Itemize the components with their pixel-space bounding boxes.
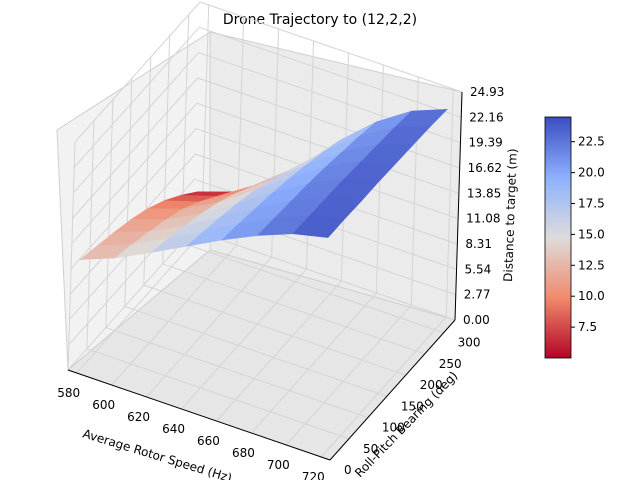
z-tick-label: 5.54 — [465, 262, 492, 276]
z-tick-label: 11.08 — [466, 212, 500, 226]
y-tick-label: 300 — [458, 336, 481, 350]
colorbar-tick-label: 22.5 — [578, 135, 605, 149]
colorbar-tick-label: 17.5 — [578, 197, 605, 211]
z-tick-label: 13.85 — [467, 186, 501, 200]
y-tick-label: 200 — [420, 378, 443, 392]
x-tick-label: 720 — [302, 470, 325, 480]
grid-line-z — [69, 178, 457, 320]
colorbar-tick-label: 20.0 — [578, 166, 605, 180]
y-tick-label: 250 — [439, 357, 462, 371]
colorbar-ticks: 7.5 10.0 12.5 15.0 17.5 20.0 22.5 — [571, 135, 605, 334]
colorbar-tick-label: 10.0 — [578, 289, 605, 303]
y-axis-ticks: 0 50 100 150 200 250 300 — [344, 336, 481, 477]
z-tick-label: 16.62 — [468, 161, 502, 175]
colorbar-tick-label: 15.0 — [578, 227, 605, 241]
z-tick-label: 22.16 — [469, 110, 503, 124]
distance-surface — [79, 109, 448, 260]
y-tick-label: 50 — [363, 442, 378, 456]
x-tick-label: 580 — [57, 386, 80, 400]
z-tick-label: 2.77 — [464, 288, 491, 302]
chart-title: Drone Trajectory to (12,2,2) — [223, 12, 417, 28]
y-tick-label: 0 — [344, 463, 352, 477]
x-tick-label: 700 — [267, 458, 290, 472]
x-tick-label: 620 — [127, 410, 150, 424]
z-tick-label: 8.31 — [465, 237, 492, 251]
z-axis-label: Distance to target (m) — [501, 148, 520, 282]
z-tick-label: 19.39 — [468, 136, 502, 150]
grid-line-z — [74, 1, 463, 143]
x-tick-label: 640 — [162, 422, 185, 436]
x-axis-ticks: 580 600 620 640 660 680 700 720 — [57, 386, 324, 480]
z-tick-label: 0.00 — [463, 313, 490, 327]
z-axis-ticks: 0.00 2.77 5.54 8.31 11.08 13.85 16.62 19.39 22.1… — [463, 85, 504, 327]
z-tick-label: 24.93 — [470, 85, 504, 99]
grid-line-z — [73, 26, 462, 168]
colorbar-tick-label: 12.5 — [578, 258, 605, 272]
y-tick-label: 150 — [401, 399, 424, 413]
x-tick-label: 680 — [232, 446, 255, 460]
y-tick-label: 100 — [382, 421, 405, 435]
grid-line-z — [73, 52, 461, 193]
x-tick-label: 600 — [92, 398, 115, 412]
x-tick-label: 660 — [197, 434, 220, 448]
axis-lines — [67, 91, 463, 461]
surface-patch — [292, 215, 346, 238]
colorbar-gradient — [544, 116, 572, 359]
colorbar-tick-label: 7.5 — [578, 320, 597, 334]
colorbar: 7.5 10.0 12.5 15.0 17.5 20.0 22.5 — [544, 116, 605, 359]
